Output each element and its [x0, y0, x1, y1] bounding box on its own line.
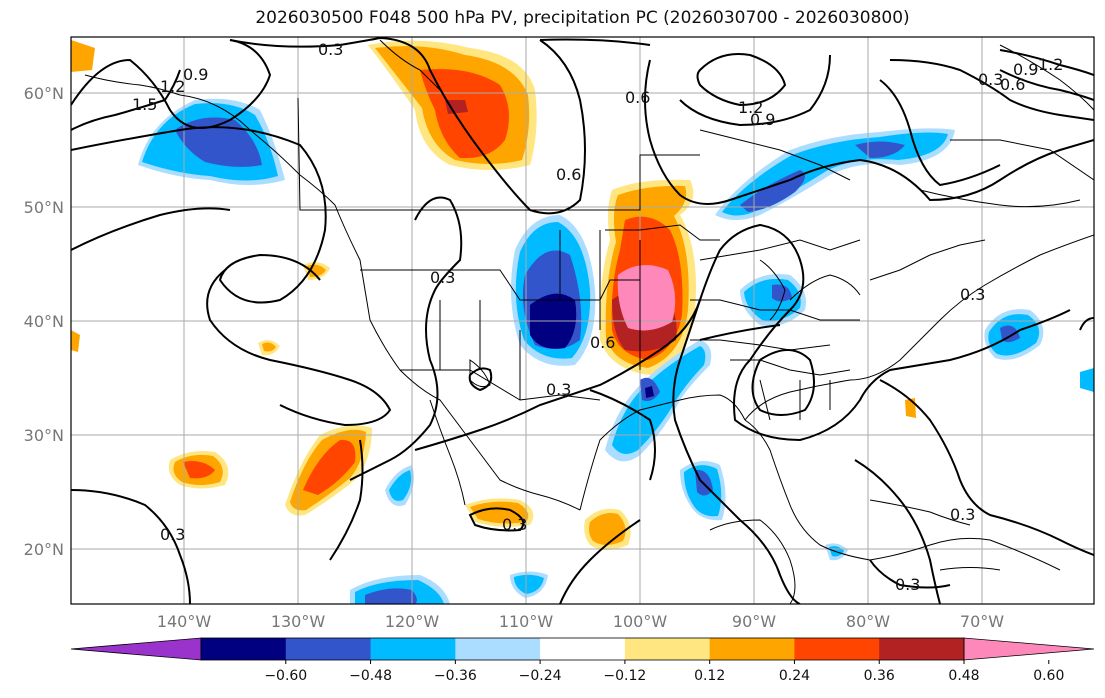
contour-label: 0.9 [750, 110, 775, 129]
contour-label: 0.3 [895, 575, 920, 594]
colorbar-segment [370, 638, 456, 660]
contour-label: 0.6 [556, 165, 581, 184]
contour-label: 1.2 [160, 77, 185, 96]
contour-label: 0.9 [183, 65, 208, 84]
colorbar-outline [200, 637, 965, 661]
contour-label: 0.3 [960, 285, 985, 304]
colorbar-tick-label: −0.12 [603, 668, 646, 684]
lon-label: 120°W [385, 612, 440, 631]
contour-label: 0.3 [950, 505, 975, 524]
contour-label: 1.2 [1038, 55, 1063, 74]
colorbar-tick-label: 0.48 [948, 668, 979, 684]
colorbar-extend-low [70, 637, 202, 661]
colorbar-segment [285, 638, 372, 660]
colorbar-tick-label: 0.36 [864, 668, 895, 684]
graticule [71, 37, 1094, 604]
colorbar-segment [201, 638, 287, 660]
colorbar-tick-label: 0.60 [1033, 668, 1064, 684]
contour-label: 0.6 [1000, 75, 1025, 94]
contour-label: 0.3 [160, 525, 185, 544]
lon-axis: 140°W 130°W 120°W 110°W 100°W 90°W 80°W … [157, 612, 1004, 631]
colorbar-segment [709, 638, 795, 660]
contour-label: 0.3 [318, 40, 343, 59]
colorbar: −0.60 −0.48 −0.36 −0.24 −0.12 0.12 0.24 0.36 0.4… [70, 637, 1095, 684]
colorbar-tick-label: 0.12 [694, 668, 725, 684]
colorbar-segment [624, 638, 711, 660]
map-frame [70, 36, 1095, 605]
contour-label: 0.3 [546, 380, 571, 399]
colorbar-tick-label: 0.24 [779, 668, 810, 684]
colorbar-extend-high [963, 637, 1095, 661]
colorbar-tick-label: −0.60 [264, 668, 307, 684]
lon-label: 140°W [157, 612, 212, 631]
map-title: 2026030500 F048 500 hPa PV, precipitatio… [255, 8, 910, 28]
lat-label: 60°N [24, 84, 64, 103]
colorbar-segment [879, 638, 965, 660]
colorbar-tick-label: −0.24 [519, 668, 562, 684]
lat-label: 40°N [24, 312, 64, 331]
lon-label: 80°W [846, 612, 890, 631]
colorbar-segment [540, 638, 626, 660]
lat-label: 20°N [24, 540, 64, 559]
lat-label: 30°N [24, 426, 64, 445]
contour-label: 1.5 [132, 95, 157, 114]
colorbar-tick-label: −0.36 [434, 668, 477, 684]
pv-contours [71, 37, 1094, 604]
lon-label: 110°W [499, 612, 554, 631]
contour-label: 0.3 [502, 515, 527, 534]
precip-shading [71, 40, 1094, 604]
contour-labels: 0.3 0.9 1.2 1.5 0.6 1.2 0.9 0.6 0.9 1.2 … [132, 40, 1063, 594]
lon-label: 70°W [960, 612, 1004, 631]
contour-label: 0.6 [625, 88, 650, 107]
colorbar-tick-label: −0.48 [349, 668, 392, 684]
contour-label: 0.3 [978, 70, 1003, 89]
contour-label: 0.6 [590, 333, 615, 352]
colorbar-segment [455, 638, 541, 660]
contour-label: 1.2 [738, 98, 763, 117]
lon-label: 100°W [613, 612, 668, 631]
lon-label: 130°W [271, 612, 326, 631]
contour-label: 0.3 [430, 268, 455, 287]
lat-axis: 60°N 50°N 40°N 30°N 20°N [24, 84, 64, 559]
contour-label: 0.9 [1013, 60, 1038, 79]
lon-label: 90°W [732, 612, 776, 631]
lat-label: 50°N [24, 198, 64, 217]
colorbar-segment [794, 638, 880, 660]
